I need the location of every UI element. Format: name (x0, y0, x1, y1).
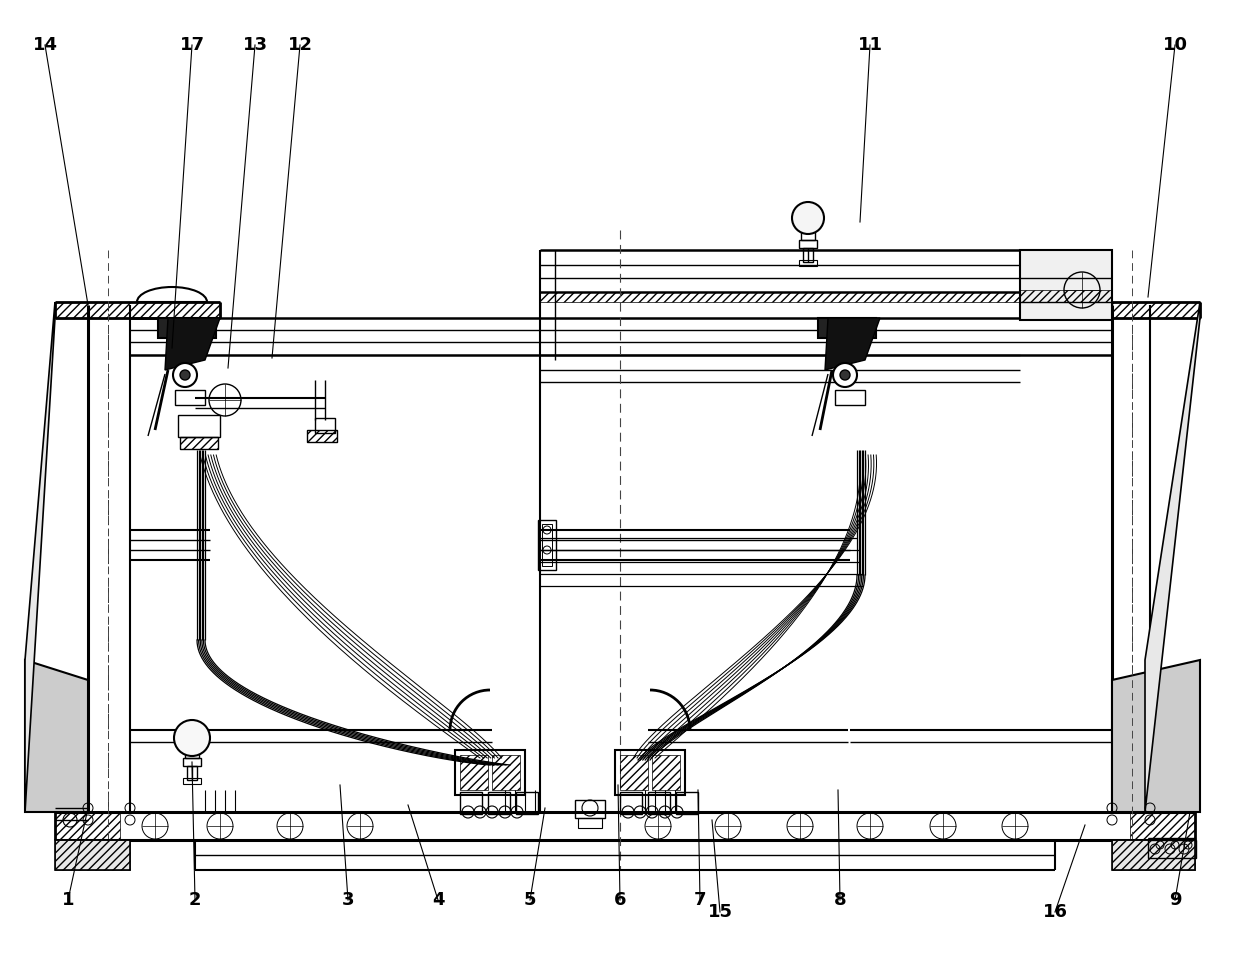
Bar (818, 318, 875, 338)
Text: 17: 17 (180, 36, 205, 54)
Bar (578, 818, 601, 828)
Polygon shape (1112, 840, 1195, 870)
Text: 16: 16 (1043, 903, 1068, 921)
Bar (835, 390, 866, 405)
Bar (489, 792, 510, 814)
Bar (676, 792, 698, 814)
Text: 5: 5 (523, 891, 536, 909)
Bar (1148, 840, 1197, 858)
Bar (538, 520, 556, 570)
Bar (799, 240, 817, 248)
Bar (187, 766, 197, 780)
Bar (55, 812, 120, 840)
Polygon shape (165, 318, 219, 370)
Text: 2: 2 (188, 891, 201, 909)
Text: 9: 9 (1169, 891, 1182, 909)
Polygon shape (1145, 302, 1200, 812)
Bar (652, 755, 680, 790)
Text: 6: 6 (614, 891, 626, 909)
Bar (649, 792, 670, 814)
Bar (179, 415, 219, 437)
Bar (799, 260, 817, 266)
Polygon shape (1112, 660, 1200, 812)
Text: 13: 13 (243, 36, 268, 54)
Bar (460, 792, 482, 814)
Bar (516, 792, 538, 814)
Polygon shape (825, 318, 880, 370)
Bar (1112, 840, 1195, 870)
Bar (185, 750, 198, 758)
Text: 11: 11 (858, 36, 883, 54)
Bar (575, 800, 605, 818)
Polygon shape (55, 768, 88, 812)
Bar (1148, 838, 1193, 853)
Bar (184, 778, 201, 784)
Bar (175, 390, 205, 405)
Bar (180, 437, 218, 449)
Circle shape (839, 370, 849, 380)
Polygon shape (25, 660, 88, 812)
Bar (620, 792, 642, 814)
Circle shape (180, 370, 190, 380)
Bar (620, 755, 649, 790)
Circle shape (792, 202, 825, 234)
Text: 14: 14 (32, 36, 57, 54)
Polygon shape (55, 840, 130, 870)
Bar (615, 750, 684, 795)
Bar (542, 524, 552, 566)
Bar (1130, 812, 1195, 840)
Bar (460, 755, 489, 790)
Bar (492, 755, 520, 790)
Bar (308, 430, 337, 442)
Bar (308, 430, 337, 442)
Text: 7: 7 (693, 891, 707, 909)
Bar (1021, 250, 1112, 320)
Circle shape (174, 720, 210, 756)
Bar (157, 318, 216, 338)
Polygon shape (25, 302, 55, 812)
Bar (1021, 290, 1112, 302)
Text: 8: 8 (833, 891, 847, 909)
Circle shape (174, 363, 197, 387)
Text: 15: 15 (708, 903, 733, 921)
Bar (55, 840, 130, 870)
Bar (801, 232, 815, 240)
Bar (55, 302, 219, 318)
Bar (184, 758, 201, 766)
Bar (315, 418, 335, 433)
Bar (455, 750, 525, 795)
Circle shape (833, 363, 857, 387)
Polygon shape (1112, 768, 1195, 812)
Bar (1021, 302, 1200, 318)
Bar (539, 292, 1112, 302)
Text: 3: 3 (342, 891, 355, 909)
Text: 12: 12 (288, 36, 312, 54)
Text: 1: 1 (62, 891, 74, 909)
Text: 10: 10 (1163, 36, 1188, 54)
Bar (180, 437, 218, 449)
Bar (804, 248, 813, 262)
Text: 4: 4 (432, 891, 444, 909)
